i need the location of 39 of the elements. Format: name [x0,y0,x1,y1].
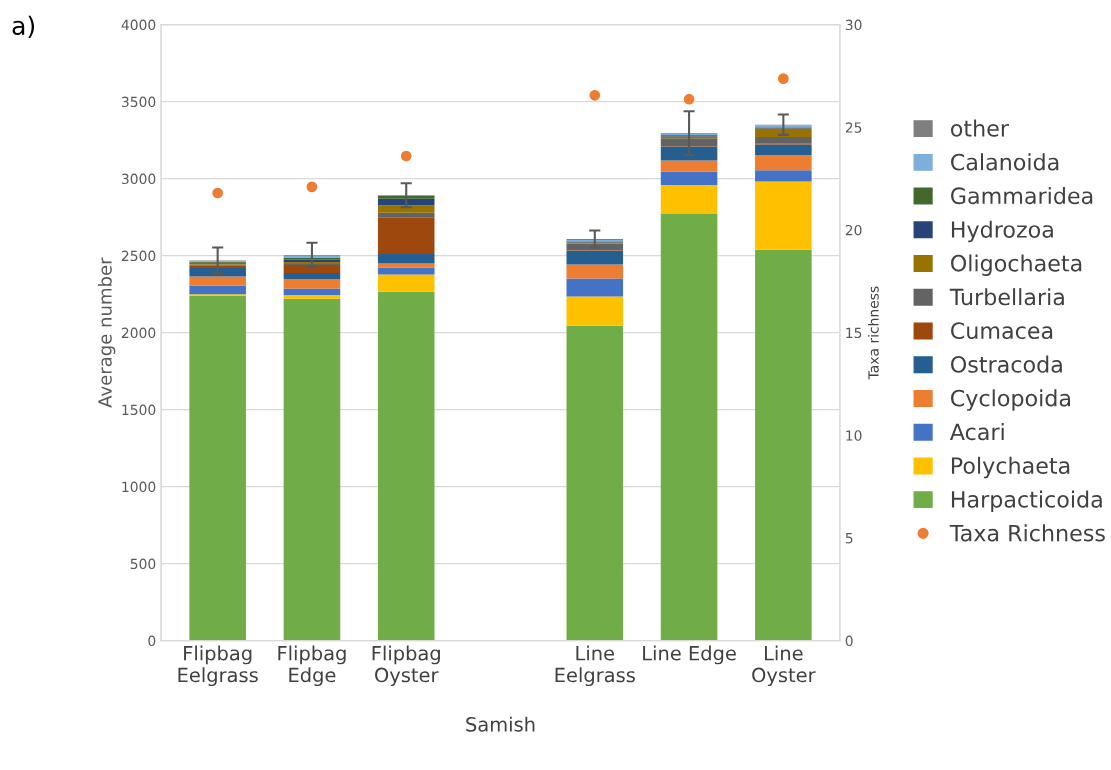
legend-label: other [951,119,1009,137]
y2-tick-label: 25 [845,122,862,133]
legend-label: Acari [949,423,1004,441]
y-tick-label: 500 [130,558,156,570]
y-tick-label: 2000 [121,327,156,339]
legend-label: Harpacticoida [951,490,1102,513]
y-tick-label: 1000 [122,481,156,493]
legend-label: Hydrozoa [951,220,1053,243]
legend-label: Gammaridea [951,186,1093,205]
y2-tick-label: 30 [845,19,862,31]
x-tick-label: Flipbag Oyster [372,645,440,687]
y-tick-label: 3000 [121,173,156,185]
text: a) [12,15,35,38]
legend-label: Taxa Richness [949,524,1105,542]
legend-label: Cumacea [951,322,1053,340]
y2-tick-label: 5 [845,533,853,544]
legend-label: Turbellaria [949,288,1064,306]
legend-label: Calanoida [951,153,1059,171]
y-tick-label: 4000 [121,19,156,31]
x-tick-label: Flipbag Eelgrass [178,645,258,687]
x-tick-label: Line Edge [643,645,736,665]
legend-label: Cyclopoida [951,389,1071,411]
x-axis-title: Samish [466,716,535,732]
legend-label: Oligochaeta [951,254,1082,276]
y2-tick-label: 10 [846,430,862,441]
y-tick-label: 1500 [122,404,156,416]
y2-tick-label: 0 [845,635,853,647]
y-axis-title: Average number [97,257,116,408]
x-tick-label: Line Eelgrass [555,645,635,687]
y2-tick-label: 20 [845,224,862,236]
legend-label: Polychaeta [951,456,1070,479]
y-tick-label: 2500 [121,250,156,262]
legend-label: Ostracoda [951,355,1062,373]
y2-axis-title: Taxa richness [868,286,879,380]
y2-tick-label: 15 [846,327,862,339]
y-tick-label: 3500 [121,96,156,108]
y-tick-label: 0 [148,635,156,647]
x-tick-label: Line Oyster [752,645,816,687]
x-tick-label: Flipbag Edge [278,645,346,687]
